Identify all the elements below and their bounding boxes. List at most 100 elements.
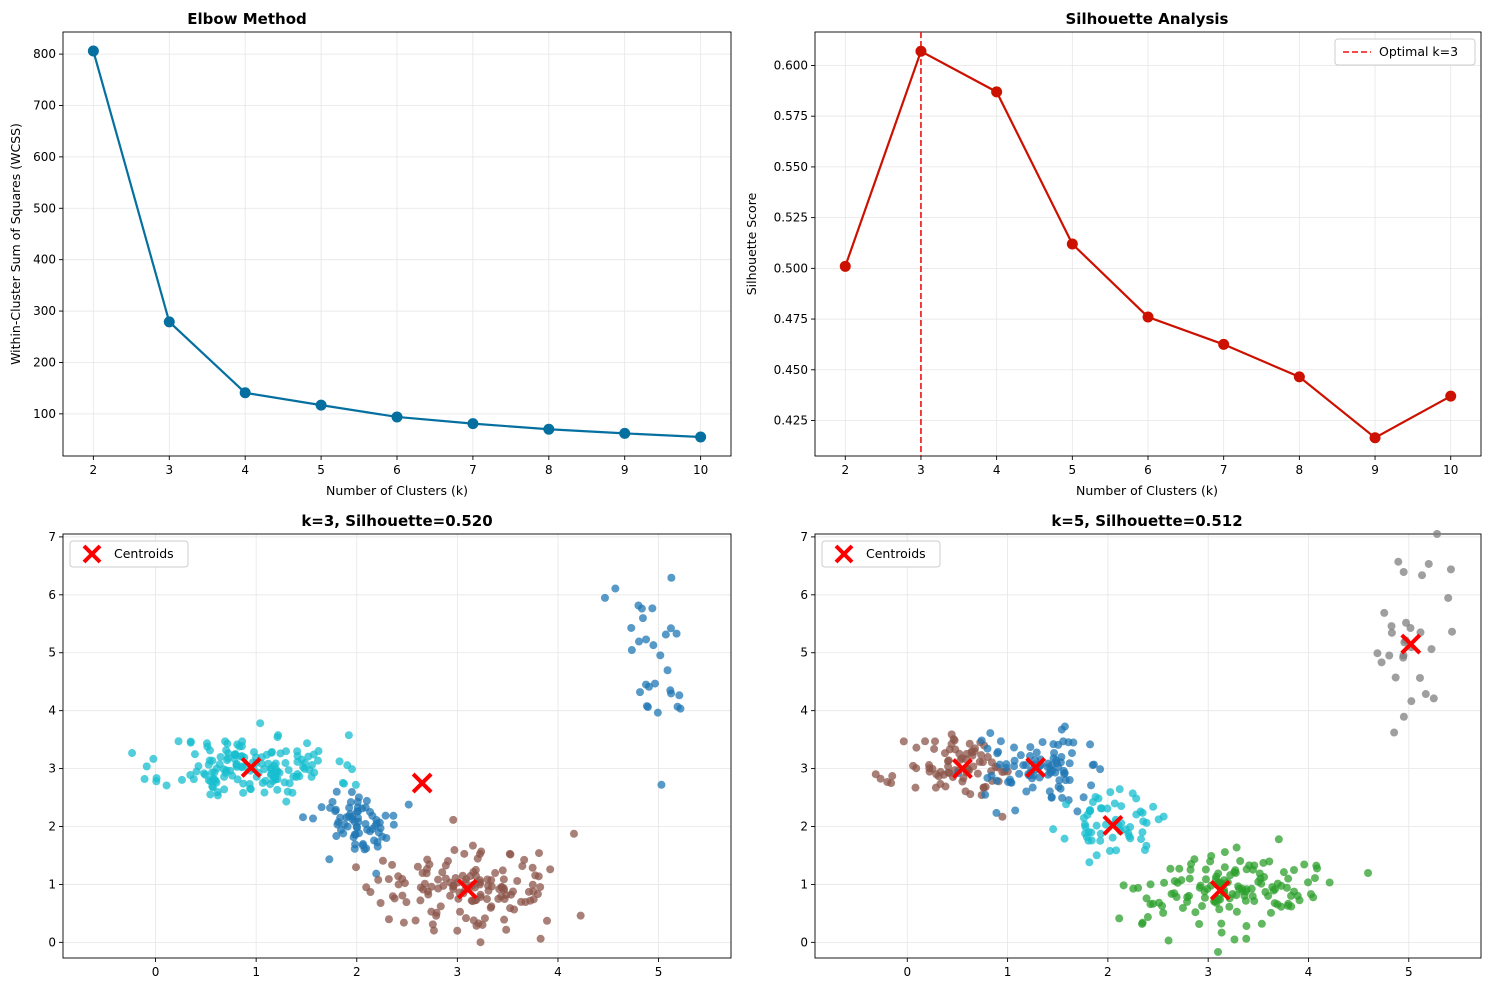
k5-data-point bbox=[1142, 818, 1151, 827]
k5-data-point bbox=[1083, 810, 1092, 819]
k3-data-point bbox=[460, 849, 469, 858]
k3-data-point bbox=[128, 749, 137, 758]
k5-data-point bbox=[1132, 810, 1141, 819]
k3-plot-frame bbox=[62, 533, 732, 959]
k3-data-point bbox=[362, 883, 371, 892]
elbow-x-tick-label: 5 bbox=[317, 463, 325, 477]
k5-data-point bbox=[1284, 874, 1293, 883]
k5-data-point bbox=[958, 754, 967, 763]
k5-data-point bbox=[987, 771, 996, 780]
k5-data-point bbox=[959, 774, 968, 783]
k3-chart-title: k=3, Silhouette=0.520 bbox=[301, 512, 492, 530]
k5-data-point bbox=[1402, 618, 1411, 627]
elbow-chart-title: Elbow Method bbox=[187, 10, 307, 28]
silhouette-data-point bbox=[1218, 338, 1230, 350]
k5-data-point bbox=[1146, 880, 1155, 889]
k3-legend-swatch bbox=[82, 544, 102, 564]
k3-data-point bbox=[576, 911, 585, 920]
k3-centroid-marker bbox=[457, 878, 478, 900]
k3-data-point bbox=[366, 807, 375, 816]
k5-data-point bbox=[1415, 673, 1424, 682]
k5-data-point bbox=[1231, 866, 1240, 875]
k3-y-tick-label: 4 bbox=[48, 704, 56, 718]
k5-data-point bbox=[1055, 776, 1064, 785]
k3-data-point bbox=[676, 704, 685, 713]
k5-data-point bbox=[934, 772, 943, 781]
k5-data-point bbox=[1096, 804, 1105, 813]
k5-data-point bbox=[1300, 860, 1309, 869]
silhouette-data-point bbox=[1293, 371, 1305, 383]
k3-data-point bbox=[506, 904, 515, 913]
k3-data-point bbox=[434, 884, 443, 893]
silhouette-x-tick-label: 2 bbox=[841, 463, 849, 477]
silhouette-y-tick-label: 0.575 bbox=[774, 109, 808, 123]
k5-data-point bbox=[1217, 928, 1226, 937]
k5-data-point bbox=[1399, 653, 1408, 662]
k3-data-point bbox=[335, 757, 344, 766]
silhouette-y-tick-label: 0.600 bbox=[774, 58, 808, 72]
k5-data-point bbox=[1058, 793, 1067, 802]
elbow-data-point bbox=[163, 316, 175, 328]
k5-data-point bbox=[981, 790, 990, 799]
k3-data-point bbox=[499, 875, 508, 884]
k3-data-point bbox=[284, 766, 293, 775]
k5-data-point bbox=[941, 782, 950, 791]
k5-data-point bbox=[966, 790, 975, 799]
elbow-data-point bbox=[467, 418, 479, 430]
k5-data-point bbox=[1310, 874, 1319, 883]
k3-data-point bbox=[239, 779, 248, 788]
k3-data-point bbox=[358, 841, 367, 850]
k5-data-point bbox=[1201, 875, 1210, 884]
k3-data-point bbox=[317, 803, 326, 812]
k5-data-point bbox=[1364, 869, 1373, 878]
k5-data-point bbox=[1407, 697, 1416, 706]
silhouette-x-tick-label: 3 bbox=[917, 463, 925, 477]
k3-data-point bbox=[384, 915, 393, 924]
k3-data-point bbox=[399, 918, 408, 927]
k3-data-point bbox=[434, 875, 443, 884]
k3-data-point bbox=[249, 748, 258, 757]
k5-data-point bbox=[1399, 567, 1408, 576]
k3-data-point bbox=[536, 934, 545, 943]
k3-data-point bbox=[451, 873, 460, 882]
elbow-y-tick-label: 200 bbox=[33, 355, 56, 369]
elbow-x-tick-label: 6 bbox=[393, 463, 401, 477]
k3-data-point bbox=[256, 719, 265, 728]
k3-data-point bbox=[653, 708, 662, 717]
k5-data-point bbox=[1325, 878, 1334, 887]
k5-data-point bbox=[1380, 608, 1389, 617]
k5-data-point bbox=[1195, 919, 1204, 928]
k3-data-point bbox=[500, 895, 509, 904]
k3-data-point bbox=[450, 846, 459, 855]
k5-centroid-marker bbox=[952, 758, 973, 780]
k3-data-point bbox=[210, 768, 219, 777]
k5-data-point bbox=[986, 729, 995, 738]
k5-data-point bbox=[1220, 848, 1229, 857]
silhouette-data-point bbox=[915, 45, 927, 57]
k5-data-point bbox=[1096, 836, 1105, 845]
k5-data-point bbox=[1433, 530, 1442, 539]
k3-data-point bbox=[260, 788, 269, 797]
k3-data-point bbox=[641, 680, 650, 689]
silhouette-x-tick-label: 10 bbox=[1443, 463, 1458, 477]
k5-data-point bbox=[1385, 651, 1394, 660]
silhouette-legend-box bbox=[1334, 38, 1476, 66]
k3-data-point bbox=[362, 796, 371, 805]
k5-data-point bbox=[1158, 902, 1167, 911]
k5-centroid-marker-stroke-b bbox=[1025, 757, 1047, 778]
elbow-x-tick-label: 2 bbox=[90, 463, 98, 477]
k3-data-point bbox=[656, 651, 665, 660]
k3-y-tick-label: 1 bbox=[48, 877, 56, 891]
k3-data-point bbox=[260, 765, 269, 774]
elbow-y-axis-label: Within-Cluster Sum of Squares (WCSS) bbox=[8, 123, 23, 365]
k3-data-point bbox=[280, 778, 289, 787]
k5-data-point bbox=[1418, 571, 1427, 580]
k3-data-point bbox=[648, 604, 657, 613]
elbow-y-tick-label: 500 bbox=[33, 201, 56, 215]
k3-data-point bbox=[627, 623, 636, 632]
k5-y-tick-label: 4 bbox=[800, 704, 808, 718]
k5-data-point bbox=[1166, 864, 1175, 873]
elbow-x-tick-label: 9 bbox=[621, 463, 629, 477]
k3-data-point bbox=[469, 916, 478, 925]
k3-data-point bbox=[344, 731, 353, 740]
